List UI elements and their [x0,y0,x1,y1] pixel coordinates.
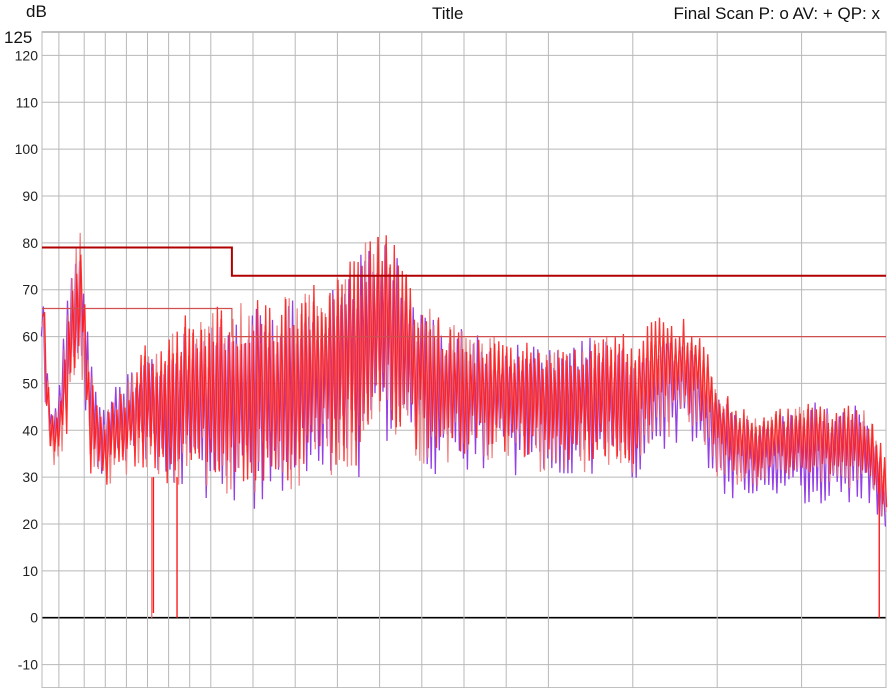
limit-lines [42,246,886,338]
y-tick-label: -10 [18,657,38,673]
y-tick-label: 40 [22,422,38,438]
top-value-label: 125 [4,28,33,47]
trace-trace_red [42,235,888,508]
scan-legend: Final Scan P: o AV: + QP: x [673,4,880,23]
y-tick-label: 100 [15,141,39,157]
y-tick-label: 20 [22,516,38,532]
y-tick-label: 110 [16,94,39,110]
y-tick-label: 60 [22,329,38,345]
y-tick-label: 0 [30,610,38,626]
chart-title: Title [432,4,464,23]
y-tick-label: 50 [22,375,38,391]
av-limit-line [42,307,886,338]
y-tick-label: 80 [22,235,38,251]
y-unit-label: dB [26,2,47,21]
y-tick-label: 10 [22,563,38,579]
y-tick-label: 120 [15,47,39,63]
traces [40,232,888,618]
y-tick-label: 30 [22,469,38,485]
trace-trace_violet [40,245,887,527]
trace-path [42,235,888,508]
y-tick-label: 90 [22,188,38,204]
trace-path [40,245,887,527]
qp-limit-line [42,246,886,277]
y-tick-label: 70 [22,282,38,298]
